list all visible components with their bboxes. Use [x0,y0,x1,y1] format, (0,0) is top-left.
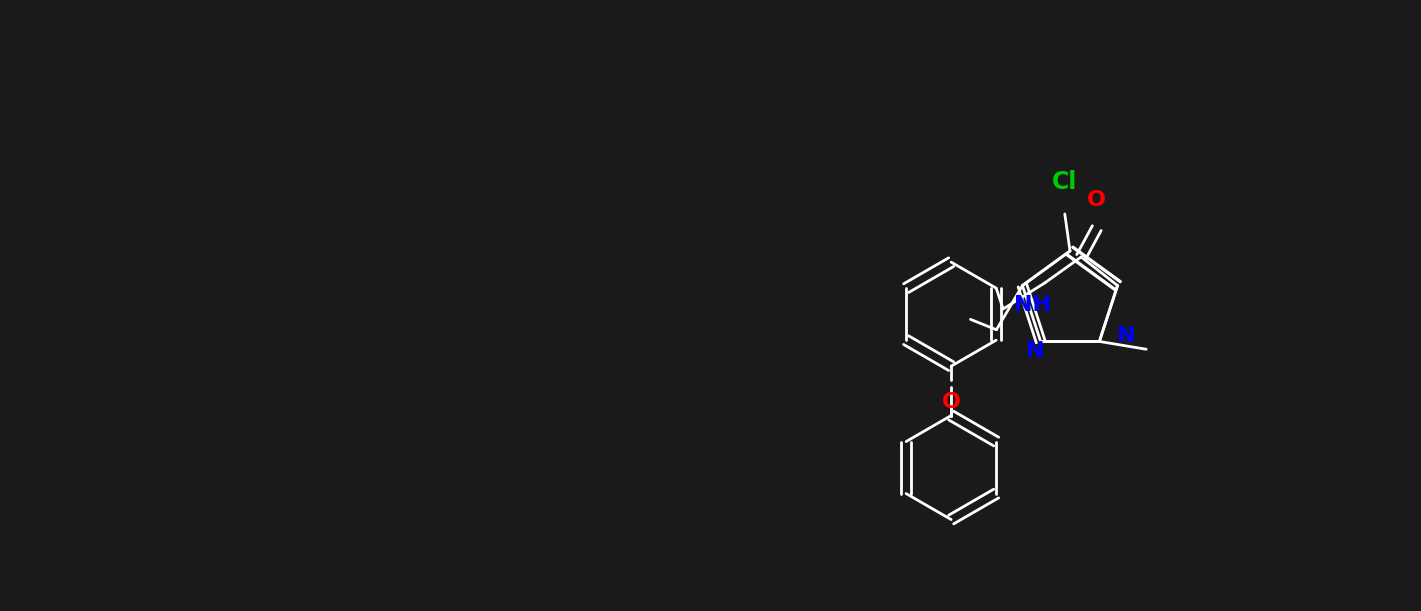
Text: N: N [1026,342,1044,362]
Text: O: O [942,392,961,412]
Text: O: O [1087,190,1107,210]
Text: NH: NH [1015,295,1052,315]
Text: Cl: Cl [1052,170,1077,194]
Text: N: N [1117,326,1135,346]
